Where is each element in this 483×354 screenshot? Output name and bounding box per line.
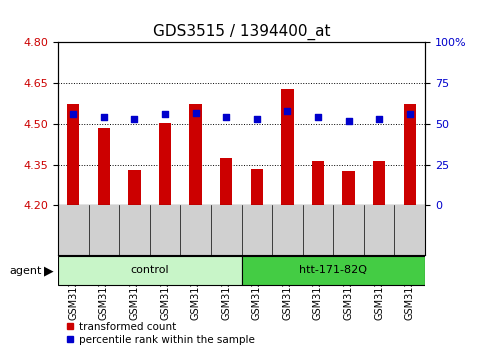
- Bar: [281, 88, 294, 205]
- Legend: transformed count, percentile rank within the sample: transformed count, percentile rank withi…: [61, 317, 259, 349]
- Bar: [159, 122, 171, 205]
- Text: agent: agent: [10, 266, 42, 276]
- Text: ▶: ▶: [43, 264, 53, 277]
- Bar: [373, 161, 385, 205]
- Point: [222, 115, 230, 120]
- FancyBboxPatch shape: [58, 256, 242, 285]
- Bar: [342, 171, 355, 205]
- Title: GDS3515 / 1394400_at: GDS3515 / 1394400_at: [153, 23, 330, 40]
- Point: [345, 118, 353, 124]
- Bar: [189, 104, 202, 205]
- Point: [314, 115, 322, 120]
- Point: [406, 111, 413, 117]
- Point: [130, 116, 138, 122]
- Point: [161, 111, 169, 117]
- Point: [100, 115, 108, 120]
- Point: [70, 111, 77, 117]
- Bar: [98, 128, 110, 205]
- FancyBboxPatch shape: [242, 256, 425, 285]
- Point: [375, 116, 383, 122]
- Text: control: control: [130, 265, 169, 275]
- Bar: [67, 104, 79, 205]
- Bar: [128, 170, 141, 205]
- Point: [284, 108, 291, 114]
- Bar: [220, 158, 232, 205]
- Bar: [251, 169, 263, 205]
- Bar: [404, 104, 416, 205]
- Point: [253, 116, 261, 122]
- Text: htt-171-82Q: htt-171-82Q: [299, 265, 367, 275]
- Bar: [312, 161, 324, 205]
- Point: [192, 110, 199, 115]
